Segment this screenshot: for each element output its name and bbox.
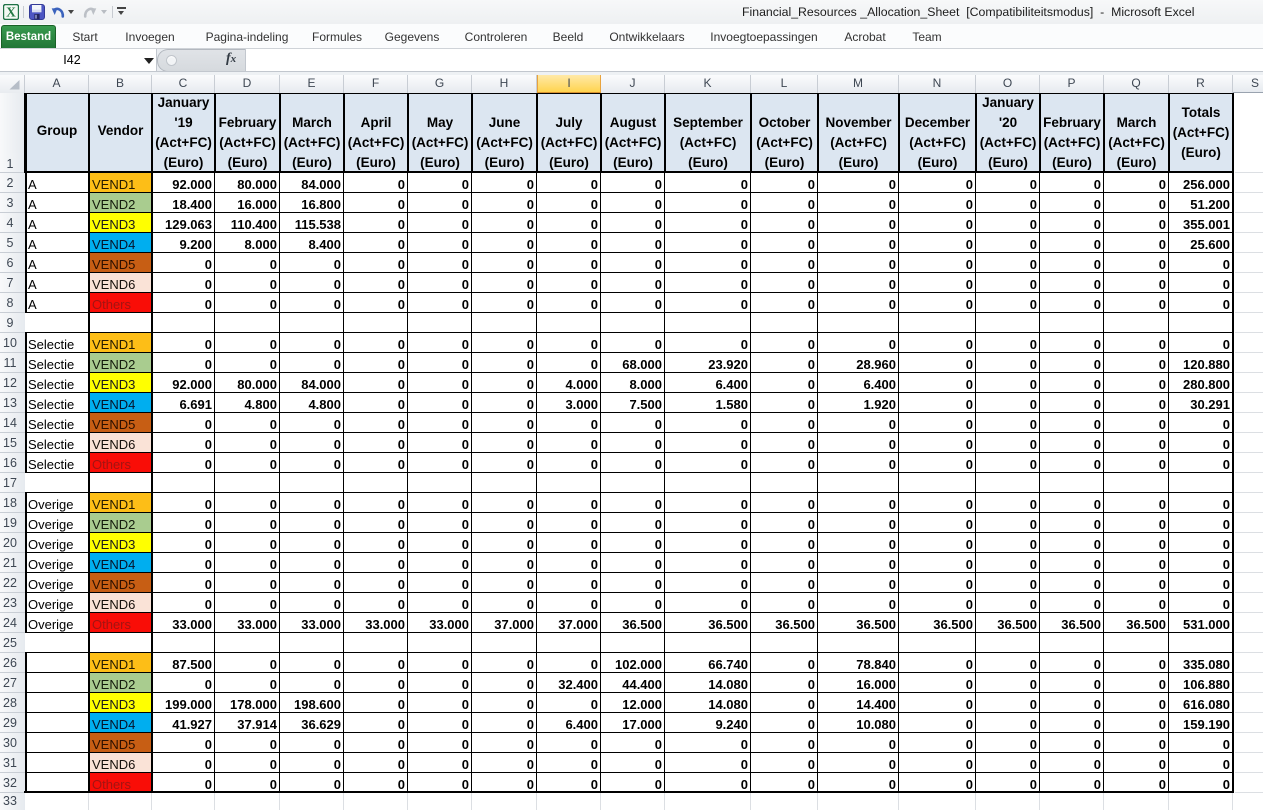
svg-text:X: X bbox=[6, 5, 16, 20]
